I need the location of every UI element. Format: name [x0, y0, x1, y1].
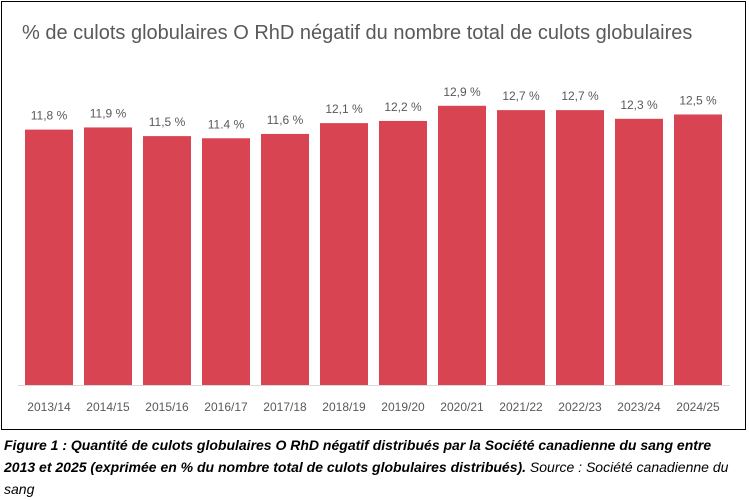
x-tick-label: 2016/17: [204, 400, 248, 414]
figure-caption: Figure 1 : Quantité de culots globulaire…: [4, 434, 744, 500]
chart-frame: [1, 1, 746, 430]
caption-source: Source : Société canadienne du sang: [4, 459, 729, 497]
data-label: 11.4 %: [208, 117, 245, 131]
data-label: 12,5 %: [679, 93, 717, 107]
x-tick-label: 2019/20: [381, 400, 425, 414]
x-tick-label: 2022/23: [558, 400, 602, 414]
data-label: 12,7 %: [561, 89, 599, 103]
x-tick-label: 2017/18: [263, 400, 307, 414]
x-tick-label: 2013/14: [27, 400, 71, 414]
data-label: 12,9 %: [443, 85, 481, 99]
bar: [615, 118, 663, 386]
data-label: 12,2 %: [384, 100, 422, 114]
x-tick-label: 2020/21: [440, 400, 484, 414]
data-label: 11,9 %: [90, 106, 127, 120]
bar: [438, 105, 486, 386]
bar: [497, 110, 545, 385]
x-tick-label: 2023/24: [617, 400, 661, 414]
x-tick-label: 2015/16: [145, 400, 189, 414]
bar: [320, 123, 368, 385]
bar: [202, 138, 250, 385]
data-label: 12,7 %: [502, 89, 540, 103]
x-tick-label: 2024/25: [676, 400, 720, 414]
bar: [261, 133, 309, 385]
bar: [84, 127, 132, 385]
data-label: 11,5 %: [149, 115, 186, 129]
data-label: 11,8 %: [31, 109, 68, 123]
bar: [379, 120, 427, 385]
bar: [556, 110, 604, 385]
bar: [143, 136, 191, 385]
bar: [674, 114, 722, 385]
x-tick-label: 2021/22: [499, 400, 543, 414]
data-label: 12,3 %: [620, 98, 658, 112]
x-tick-label: 2014/15: [86, 400, 130, 414]
data-label: 11,6 %: [267, 113, 304, 127]
x-tick-label: 2018/19: [322, 400, 366, 414]
caption-main: Figure 1 : Quantité de culots globulaire…: [4, 437, 712, 475]
bar: [25, 129, 73, 385]
chart-title: % de culots globulaires O RhD négatif du…: [22, 22, 693, 44]
data-label: 12,1 %: [325, 102, 363, 116]
